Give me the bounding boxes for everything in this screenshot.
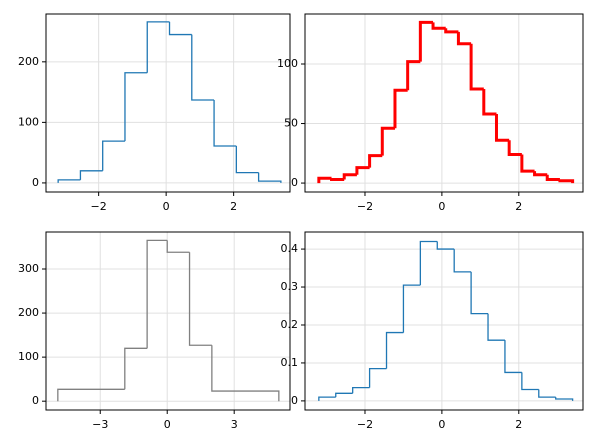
y-tick-label: 50 — [284, 117, 298, 130]
hist-step — [494, 114, 510, 142]
hist-step — [487, 313, 505, 341]
hist-step — [168, 21, 192, 36]
y-tick-label: 0.4 — [281, 242, 299, 255]
hist-step — [368, 367, 387, 388]
hist-step — [57, 179, 81, 183]
hist-step — [431, 22, 446, 30]
y-tick-label: 0.1 — [281, 356, 299, 369]
hist-step — [453, 249, 472, 273]
y-tick-label: 100 — [18, 350, 39, 363]
x-tick-label: 0 — [438, 418, 445, 431]
y-tick-label: 0 — [291, 394, 298, 407]
y-tick-label: 0 — [32, 176, 39, 189]
x-tick-label: 0 — [163, 200, 170, 213]
hist-step — [191, 34, 215, 101]
hist-step — [469, 43, 484, 91]
x-tick-label: −2 — [357, 200, 373, 213]
hist-step — [521, 372, 539, 391]
hist-step — [79, 170, 103, 180]
y-tick-label: 100 — [18, 115, 39, 128]
y-tick-label: 200 — [18, 306, 39, 319]
hist-step — [102, 140, 125, 171]
hist-step — [257, 172, 282, 183]
hist-step — [507, 140, 522, 156]
hist-step — [166, 240, 190, 253]
y-tick-label: 0.2 — [281, 318, 299, 331]
y-tick-label: 0.3 — [281, 280, 299, 293]
hist-step — [418, 20, 434, 62]
hist-step — [317, 176, 332, 184]
hist-step — [146, 21, 170, 73]
hist-step — [355, 166, 370, 175]
x-tick-label: 2 — [230, 200, 237, 213]
x-tick-label: −2 — [91, 200, 107, 213]
hist-step — [57, 388, 125, 402]
hist-step — [213, 99, 237, 147]
y-tick-label: 0 — [291, 176, 298, 189]
hist-step — [368, 154, 383, 168]
hist-step — [393, 88, 408, 129]
axes-frame — [45, 231, 291, 411]
x-tick-label: 2 — [515, 200, 522, 213]
hist-step — [146, 239, 168, 349]
hist-step — [436, 241, 455, 250]
hist-step — [545, 174, 560, 181]
x-tick-label: 0 — [438, 200, 445, 213]
axes-frame — [45, 13, 291, 193]
hist-step — [520, 154, 535, 173]
x-tick-label: −2 — [357, 418, 373, 431]
hist-step — [555, 397, 574, 401]
hist-step — [342, 173, 357, 180]
hist-step — [482, 89, 497, 116]
y-tick-label: 200 — [18, 55, 39, 68]
hist-step — [318, 396, 336, 401]
hist-step — [188, 252, 212, 346]
hist-step — [235, 145, 259, 174]
x-tick-label: 2 — [515, 418, 522, 431]
y-tick-label: 100 — [277, 57, 298, 70]
hist-step — [558, 179, 575, 184]
hist-step — [380, 126, 395, 156]
hist-step — [211, 345, 280, 402]
hist-step — [335, 392, 353, 398]
hist-step — [352, 386, 370, 394]
axes-frame — [304, 231, 584, 411]
hist-step — [124, 72, 148, 142]
hist-step — [330, 177, 345, 181]
hist-step — [456, 31, 472, 46]
y-tick-label: 0 — [32, 394, 39, 407]
hist-step — [419, 240, 438, 286]
hist-step — [538, 389, 556, 398]
x-tick-label: 0 — [164, 418, 171, 431]
hist-step — [504, 340, 522, 374]
hist-step — [385, 331, 404, 369]
hist-step — [124, 347, 148, 390]
hist-step — [406, 60, 421, 91]
hist-step — [533, 171, 548, 177]
hist-step — [402, 284, 421, 333]
x-tick-label: −3 — [92, 418, 108, 431]
hist-step — [444, 28, 459, 34]
x-tick-label: 3 — [231, 418, 238, 431]
hist-step — [470, 271, 489, 315]
axes-frame — [304, 13, 584, 193]
y-tick-label: 300 — [18, 262, 39, 275]
